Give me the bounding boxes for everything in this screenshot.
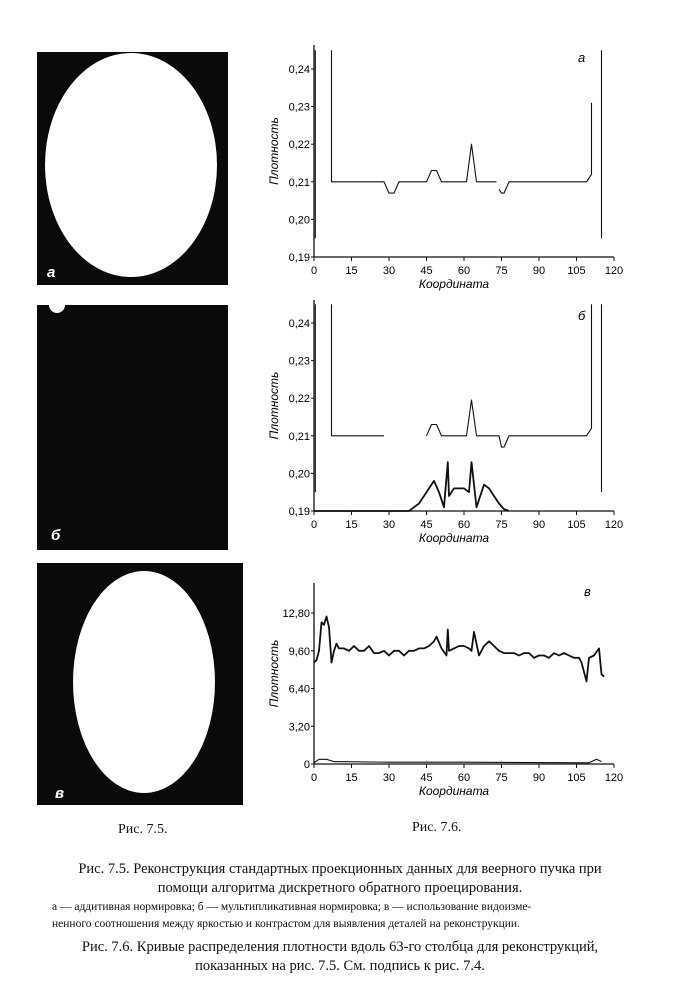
panel-label-c: в (55, 785, 65, 802)
x-tick-label: 75 (495, 265, 507, 277)
fig-7-6-ref: Рис. 7.6. (412, 820, 462, 835)
reconstruction-image-a: а (37, 52, 228, 285)
x-tick-label: 105 (567, 519, 585, 531)
x-axis-label: Координата (419, 277, 490, 291)
fig-7-5-ref: Рис. 7.5. (118, 822, 168, 837)
y-tick-label: 9,60 (289, 646, 310, 658)
y-tick-label: 0,24 (289, 64, 310, 76)
x-tick-label: 30 (383, 772, 395, 784)
x-tick-label: 0 (311, 519, 317, 531)
phantom-ellipse (73, 571, 215, 793)
fig-7-5-caption-line2: помощи алгоритма дискретного обратного п… (157, 880, 523, 896)
chart-panel-1: 0 15 30 45 60 75 90 105 120 0,19 0,20 0,21 0,22 0,23 0… (267, 45, 623, 291)
fig-7-5-note-line1: а — аддитивная нормировка; б — мультипли… (52, 901, 532, 913)
fig-7-5-caption-line1: Рис. 7.5. Реконструкция стандартных прое… (78, 861, 602, 877)
chart-panel-3: 0 15 30 45 60 75 90 105 120 0 3,20 6,40 9,60 12,80 Коо… (267, 583, 623, 798)
y-tick-label: 0,20 (289, 468, 310, 480)
fig-7-6-caption-line2: показанных на рис. 7.5. См. подпись к ри… (195, 958, 485, 974)
y-axis-label: Плотность (267, 640, 281, 708)
x-tick-label: 45 (420, 265, 432, 277)
x-tick-label: 30 (383, 265, 395, 277)
x-tick-label: 120 (605, 519, 623, 531)
x-tick-label: 45 (420, 772, 432, 784)
x-tick-label: 120 (605, 772, 623, 784)
x-tick-label: 90 (533, 265, 545, 277)
chart-panel-2: 0 15 30 45 60 75 90 105 120 0,19 0,20 0,21 0,22 0,23 0… (267, 300, 623, 545)
y-tick-label: 0,19 (289, 506, 310, 518)
x-tick-label: 15 (345, 265, 357, 277)
phantom-ellipse (45, 53, 217, 277)
series-line-3 (314, 461, 510, 512)
x-tick-label: 105 (567, 772, 585, 784)
x-tick-label: 15 (345, 772, 357, 784)
y-tick-label: 0,20 (289, 214, 310, 226)
series-line-1 (313, 615, 605, 683)
x-tick-label: 0 (311, 265, 317, 277)
x-tick-label: 75 (495, 772, 507, 784)
x-tick-label: 60 (458, 265, 470, 277)
edge-notch (49, 297, 65, 313)
y-tick-label: 0,19 (289, 252, 310, 264)
x-tick-label: 60 (458, 519, 470, 531)
x-axis-label: Координата (419, 531, 490, 545)
x-axis-label: Координата (419, 784, 490, 798)
y-axis-label: Плотность (267, 117, 281, 185)
x-tick-label: 15 (345, 519, 357, 531)
panel-label: б (578, 308, 586, 323)
fig-7-5-note-line2: ненного соотношения между яркостью и кон… (52, 918, 520, 930)
y-tick-label: 0,24 (289, 318, 310, 330)
series-line-2 (498, 102, 593, 194)
y-tick-label: 0,22 (289, 393, 310, 405)
series-line-2 (313, 758, 602, 764)
panel-label-a: а (47, 264, 56, 281)
x-tick-label: 60 (458, 772, 470, 784)
x-tick-label: 105 (567, 265, 585, 277)
y-tick-label: 0,22 (289, 139, 310, 151)
y-tick-label: 0 (304, 759, 310, 771)
fig-7-6-caption-line1: Рис. 7.6. Кривые распределения плотности… (81, 939, 599, 955)
reconstruction-image-b: б (37, 297, 228, 550)
x-tick-label: 75 (495, 519, 507, 531)
panel-label-b: б (51, 527, 61, 544)
y-tick-label: 0,21 (289, 177, 310, 189)
panel-label: а (578, 50, 585, 65)
y-tick-label: 0,21 (289, 431, 310, 443)
series-line-2 (425, 304, 593, 448)
y-tick-label: 0,23 (289, 356, 310, 368)
x-tick-label: 30 (383, 519, 395, 531)
y-axis-label: Плотность (267, 372, 281, 440)
y-tick-label: 0,23 (289, 102, 310, 114)
y-tick-label: 3,20 (289, 721, 310, 733)
panel-label: в (584, 584, 591, 599)
series-line-1 (330, 304, 384, 437)
series-line-1 (330, 50, 497, 194)
x-tick-label: 90 (533, 519, 545, 531)
x-tick-label: 120 (605, 265, 623, 277)
y-tick-label: 6,40 (289, 684, 310, 696)
x-tick-label: 45 (420, 519, 432, 531)
y-tick-label: 12,80 (282, 608, 310, 620)
x-tick-label: 0 (311, 772, 317, 784)
x-tick-label: 90 (533, 772, 545, 784)
reconstruction-image-c: в (37, 563, 243, 805)
